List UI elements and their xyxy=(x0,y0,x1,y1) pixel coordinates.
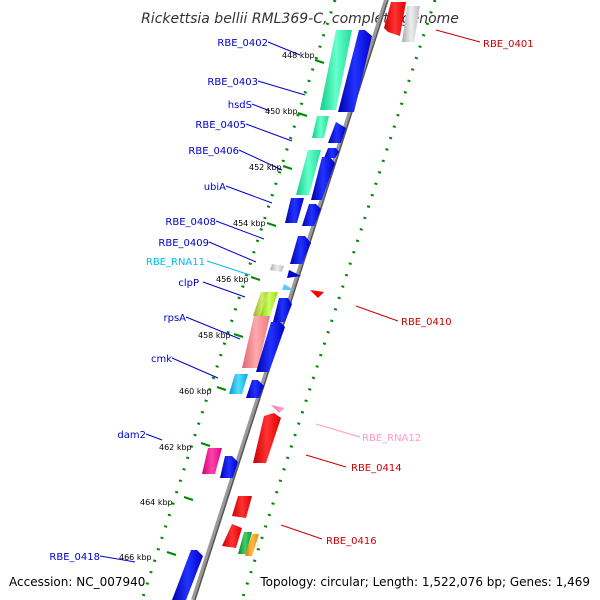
gene-rpsA-a xyxy=(273,298,292,322)
gene-label[interactable]: clpP xyxy=(178,278,199,289)
gene-label[interactable]: RBE_0401 xyxy=(483,39,534,50)
topology-text: Topology: circular; Length: 1,522,076 bp… xyxy=(259,575,590,589)
gene-label[interactable]: RBE_0416 xyxy=(326,536,377,547)
gene-cmk-b xyxy=(246,380,264,398)
gene-label[interactable]: RBE_0410 xyxy=(401,317,452,328)
gene-ubiA xyxy=(311,157,335,200)
gene-label[interactable]: RBE_RNA11 xyxy=(146,257,205,268)
gene-label[interactable]: RBE_0402 xyxy=(217,38,268,49)
reverse-gene-labels: RBE_0401 RBE_0410 RBE_RNA12 RBE_0414 RBE… xyxy=(326,39,534,547)
gene-label[interactable]: ubiA xyxy=(204,182,226,193)
gene-RBE_0401-b xyxy=(402,6,420,42)
gene-RBE_0416-a xyxy=(232,496,252,518)
gene-label[interactable]: hsdS xyxy=(228,100,252,111)
gene-label[interactable]: RBE_0403 xyxy=(207,77,258,88)
forward-gene-labels: RBE_0402 RBE_0403 hsdS RBE_0405 RBE_0406… xyxy=(49,38,268,563)
gene-RBE_0416-b xyxy=(222,524,242,548)
kbp-tick-labels: 448 kbp 450 kbp 452 kbp 454 kbp 456 kbp … xyxy=(119,51,315,562)
kbp-label: 460 kbp xyxy=(179,387,212,396)
gene-dam2 xyxy=(202,448,222,474)
gene-RBE_RNA11 xyxy=(270,264,284,272)
major-ticks xyxy=(166,59,325,556)
kbp-label: 462 kbp xyxy=(159,443,192,452)
gene-RBE_0410 xyxy=(310,290,324,298)
gene-RBE_0416-d xyxy=(245,534,259,556)
gene-RBE_0418 xyxy=(172,550,203,600)
gene-RBE_0408 xyxy=(302,204,321,226)
gene-RBE_0409 xyxy=(290,236,311,264)
kbp-label: 452 kbp xyxy=(249,163,282,172)
gene-RBE_0416-c xyxy=(238,532,252,554)
forward-leader-lines xyxy=(99,41,306,563)
kbp-label: 458 kbp xyxy=(198,331,231,340)
kbp-label: 456 kbp xyxy=(216,275,249,284)
gene-label[interactable]: RBE_0408 xyxy=(165,217,216,228)
gene-label[interactable]: dam2 xyxy=(117,430,146,441)
gene-RBE_0414 xyxy=(253,413,281,463)
gene-RBE_0408-a xyxy=(285,198,304,223)
gene-label[interactable]: RBE_RNA12 xyxy=(362,433,421,444)
gene-RBE_0402 xyxy=(320,30,352,110)
gene-label[interactable]: RBE_0414 xyxy=(351,463,402,474)
kbp-label: 454 kbp xyxy=(233,219,266,228)
gene-label[interactable]: rpsA xyxy=(163,313,186,324)
gene-RBE_0405 xyxy=(328,122,346,143)
kbp-label: 464 kbp xyxy=(140,498,173,507)
gene-RBE_RNA12 xyxy=(271,405,285,413)
reverse-leader-lines xyxy=(280,29,481,540)
kbp-label: 450 kbp xyxy=(265,107,298,116)
gene-label[interactable]: RBE_0406 xyxy=(188,146,239,157)
gene-label[interactable]: RBE_0409 xyxy=(158,238,209,249)
kbp-label: 448 kbp xyxy=(282,51,315,60)
gene-cmk xyxy=(229,374,248,394)
gene-dam2-b xyxy=(220,456,238,478)
rna11-leader xyxy=(206,260,251,276)
gene-RBE_0406 xyxy=(296,150,321,195)
gene-hsdS xyxy=(312,116,329,138)
forward-genes xyxy=(172,30,372,600)
gene-RBE_0403 xyxy=(338,30,372,112)
gene-RBE_RNA11-b xyxy=(287,270,301,278)
gene-clpP-b xyxy=(260,292,278,316)
kbp-label: 466 kbp xyxy=(119,553,152,562)
gene-label[interactable]: cmk xyxy=(151,354,172,365)
gene-label[interactable]: RBE_0418 xyxy=(49,552,100,563)
gene-rpsA xyxy=(242,316,270,368)
gene-rpsA-b xyxy=(256,322,285,372)
rna12-leader xyxy=(315,423,361,438)
accession-text: Accession: NC_007940 xyxy=(9,575,145,589)
gene-RBE_0406-a xyxy=(324,148,339,158)
gene-clpP-marker xyxy=(282,284,294,290)
gene-RBE_0401 xyxy=(384,2,406,36)
gene-label[interactable]: RBE_0405 xyxy=(195,120,246,131)
reverse-genes xyxy=(222,2,420,556)
